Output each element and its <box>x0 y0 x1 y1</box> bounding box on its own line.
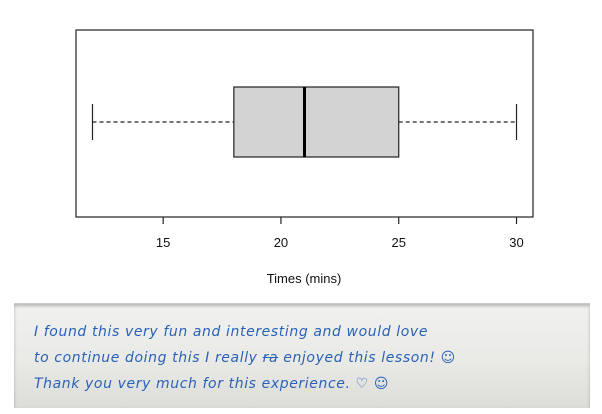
x-tick-label-25: 25 <box>391 235 405 250</box>
note-line-2-start: to continue doing this I really <box>34 350 258 366</box>
x-tick-label-15: 15 <box>156 235 170 250</box>
x-tick-label-20: 20 <box>274 235 288 250</box>
handwritten-note: I found this very fun and interesting an… <box>14 303 590 408</box>
note-line-1-text: I found this very fun and interesting an… <box>34 324 429 340</box>
smiley-icon: ☺ <box>440 350 456 366</box>
box-plot-chart: 15 20 25 30 Times (mins) <box>75 29 534 286</box>
note-line-3-text: Thank you very much for this experience. <box>34 376 351 392</box>
heart-icon: ♡ <box>355 376 369 392</box>
note-line-2-crossed-out: ra <box>262 350 279 366</box>
x-axis-title: Times (mins) <box>267 271 342 286</box>
note-line-2: to continue doing this I really ra enjoy… <box>34 350 456 366</box>
note-line-2-end: enjoyed this lesson! <box>283 350 436 366</box>
note-line-1: I found this very fun and interesting an… <box>34 324 428 340</box>
x-tick-label-30: 30 <box>509 235 523 250</box>
smiley-icon: ☺ <box>373 376 390 392</box>
plot-frame <box>75 29 534 218</box>
note-line-3: Thank you very much for this experience.… <box>34 376 389 392</box>
interquartile-box <box>233 86 400 158</box>
